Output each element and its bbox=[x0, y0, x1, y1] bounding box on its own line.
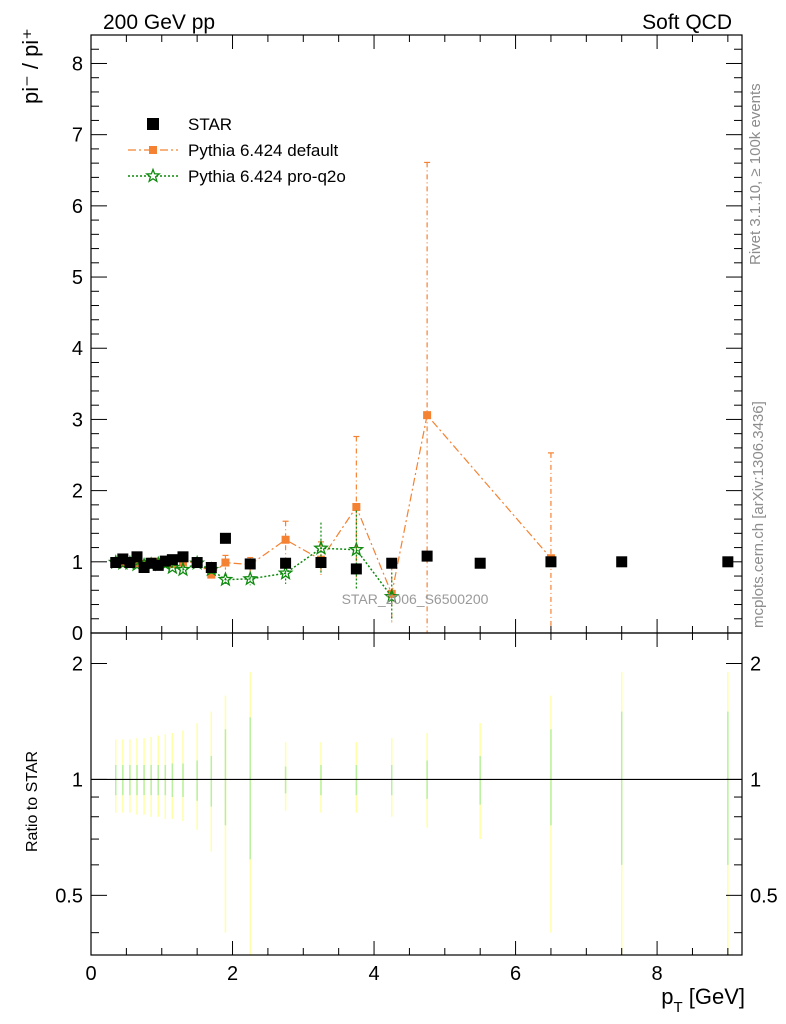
pythia-proq2o-point bbox=[313, 539, 329, 556]
star-data-point bbox=[616, 556, 628, 568]
ratio-plot-frame bbox=[90, 632, 743, 956]
ratio-panel: 0 2 4 6 8 0.5 0.5 1 1 2 2 bbox=[55, 619, 778, 985]
ratio-y-tick-label-right: 2 bbox=[750, 653, 761, 675]
analysis-watermark: STAR_2006_S6500200 bbox=[342, 591, 489, 607]
main-y-tick-label: 1 bbox=[72, 552, 83, 574]
legend-star-marker bbox=[147, 118, 159, 130]
star-data-point bbox=[124, 557, 136, 569]
star-data-point bbox=[191, 557, 203, 569]
pythia-proq2o-point bbox=[383, 588, 400, 604]
pythia-proq2o-point bbox=[242, 570, 259, 586]
ratio-y-tick-label-right: 0.5 bbox=[750, 885, 778, 907]
ratio-y-axis-label: Ratio to STAR bbox=[24, 751, 41, 852]
star-data-point bbox=[421, 550, 433, 562]
star-data-point bbox=[152, 559, 164, 571]
star-data-point bbox=[722, 556, 734, 568]
star-data-point bbox=[131, 551, 143, 563]
process-label: Soft QCD bbox=[642, 11, 732, 34]
star-data-point bbox=[145, 557, 157, 569]
main-y-axis-label-text: pi⁻ / pi⁺ bbox=[18, 28, 43, 104]
legend: STAR Pythia 6.424 default Pythia 6.424 pro… bbox=[128, 115, 346, 186]
main-y-axis-label: pi⁻ / pi⁺ bbox=[18, 28, 43, 104]
star-data-point bbox=[244, 558, 256, 570]
pythia-default-point bbox=[207, 570, 216, 579]
main-y-tick-label: 7 bbox=[72, 125, 83, 147]
x-tick-label: 6 bbox=[510, 963, 521, 985]
legend-entry-label: STAR bbox=[188, 115, 232, 134]
main-y-tick-label: 6 bbox=[72, 196, 83, 218]
star-data-point bbox=[159, 555, 171, 567]
star-data-point bbox=[315, 557, 327, 569]
star-data-point bbox=[280, 557, 292, 569]
star-data-point bbox=[350, 563, 362, 575]
pythia-proq2o-point bbox=[277, 564, 294, 580]
star-data-point bbox=[386, 557, 398, 569]
pythia-default-point bbox=[352, 502, 361, 511]
star-data-point bbox=[474, 557, 486, 569]
ratio-y-tick-label: 1 bbox=[72, 769, 83, 791]
x-tick-label: 4 bbox=[368, 963, 379, 985]
ratio-y-tick-label: 0.5 bbox=[55, 885, 83, 907]
legend-entry-label: Pythia 6.424 default bbox=[188, 141, 339, 160]
x-tick-label: 8 bbox=[652, 963, 663, 985]
ratio-y-tick-label: 2 bbox=[72, 653, 83, 675]
star-data-point bbox=[138, 562, 150, 574]
ratio-y-tick-label-right: 1 bbox=[750, 769, 761, 791]
pythia-default-point bbox=[221, 558, 230, 567]
main-y-tick-label: 8 bbox=[72, 53, 83, 75]
rivet-version-label: Rivet 3.1.10, ≥ 100k events bbox=[747, 83, 764, 265]
star-data-point bbox=[117, 553, 129, 565]
star-data-point bbox=[219, 532, 231, 544]
star-data-point bbox=[177, 551, 189, 563]
legend-pythia-proq2o-marker bbox=[145, 167, 161, 183]
star-data-point bbox=[545, 556, 557, 568]
main-y-tick-label: 4 bbox=[72, 338, 83, 360]
star-data-point bbox=[110, 557, 122, 569]
x-tick-label: 2 bbox=[227, 963, 238, 985]
x-axis-label: pT [GeV] bbox=[661, 984, 745, 1016]
legend-pythia-default-marker bbox=[149, 146, 157, 154]
pythia-proq2o-point bbox=[348, 541, 365, 557]
main-y-tick-label: 5 bbox=[72, 267, 83, 289]
mcplots-label: mcplots.cern.ch [arXiv:1306.3436] bbox=[750, 401, 767, 628]
main-panel: 0 1 2 3 4 5 6 7 8 STAR Pythia 6.424 default Pythia … bbox=[72, 34, 743, 645]
pythia-proq2o-point bbox=[175, 561, 191, 577]
energy-label: 200 GeV pp bbox=[103, 11, 215, 34]
main-y-tick-label: 2 bbox=[72, 481, 83, 503]
star-data-point bbox=[205, 562, 217, 574]
pythia-proq2o-line bbox=[115, 547, 393, 598]
main-y-tick-label: 0 bbox=[72, 623, 83, 645]
main-y-tick-label: 3 bbox=[72, 409, 83, 431]
legend-entry-label: Pythia 6.424 pro-q2o bbox=[188, 167, 346, 186]
star-data-point bbox=[166, 554, 178, 566]
pythia-proq2o-point bbox=[217, 571, 234, 587]
pythia-default-point bbox=[281, 535, 290, 544]
x-tick-label: 0 bbox=[85, 963, 96, 985]
pythia-default-point bbox=[423, 411, 432, 420]
